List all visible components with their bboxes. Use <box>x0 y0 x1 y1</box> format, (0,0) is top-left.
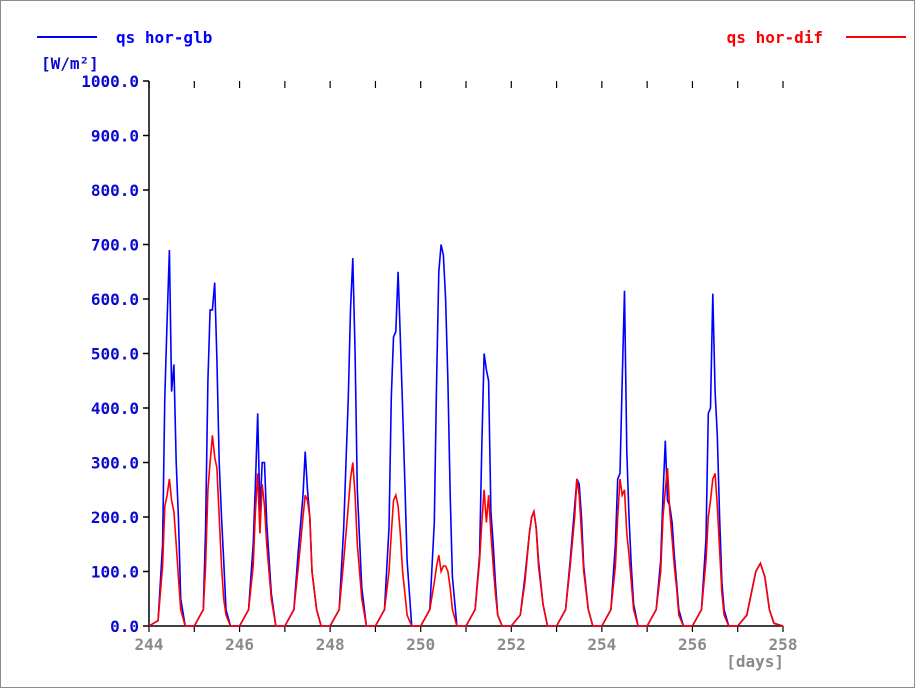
y-tick-label: 700.0 <box>91 236 139 255</box>
y-tick-label: 100.0 <box>91 563 139 582</box>
legend-glb: qs hor-glb <box>37 28 212 47</box>
series-layer <box>148 244 784 627</box>
axes <box>143 80 784 632</box>
series-line-glb <box>148 244 784 627</box>
x-tick-label: 248 <box>316 635 345 654</box>
y-axis-label: [W/m²] <box>41 54 99 73</box>
y-tick-label: 200.0 <box>91 508 139 527</box>
y-tick-label: 900.0 <box>91 127 139 146</box>
x-tick-label: 252 <box>497 635 526 654</box>
x-tick-label: 246 <box>225 635 254 654</box>
legend-dif: qs hor-dif <box>727 28 906 47</box>
x-tick-label: 258 <box>769 635 798 654</box>
y-tick-label: 600.0 <box>91 290 139 309</box>
y-tick-labels: 0.0 100.0 200.0 300.0 400.0 500.0 600.0 700.0 80… <box>81 72 139 636</box>
x-tick-label: 254 <box>587 635 616 654</box>
y-tick-label: 1000.0 <box>81 72 139 91</box>
x-axis-label: [days] <box>726 652 784 671</box>
x-tick-label: 256 <box>678 635 707 654</box>
y-tick-label: 0.0 <box>110 617 139 636</box>
series-line-dif <box>148 435 784 627</box>
y-tick-label: 300.0 <box>91 454 139 473</box>
x-tick-label: 250 <box>406 635 435 654</box>
x-tick-label: 244 <box>135 635 164 654</box>
legend-dif-label: qs hor-dif <box>727 28 823 47</box>
y-tick-label: 500.0 <box>91 345 139 364</box>
y-tick-label: 400.0 <box>91 399 139 418</box>
legend-glb-label: qs hor-glb <box>116 28 212 47</box>
y-tick-label: 800.0 <box>91 181 139 200</box>
x-tick-labels: 244 246 248 250 252 254 256 258 <box>135 635 798 654</box>
